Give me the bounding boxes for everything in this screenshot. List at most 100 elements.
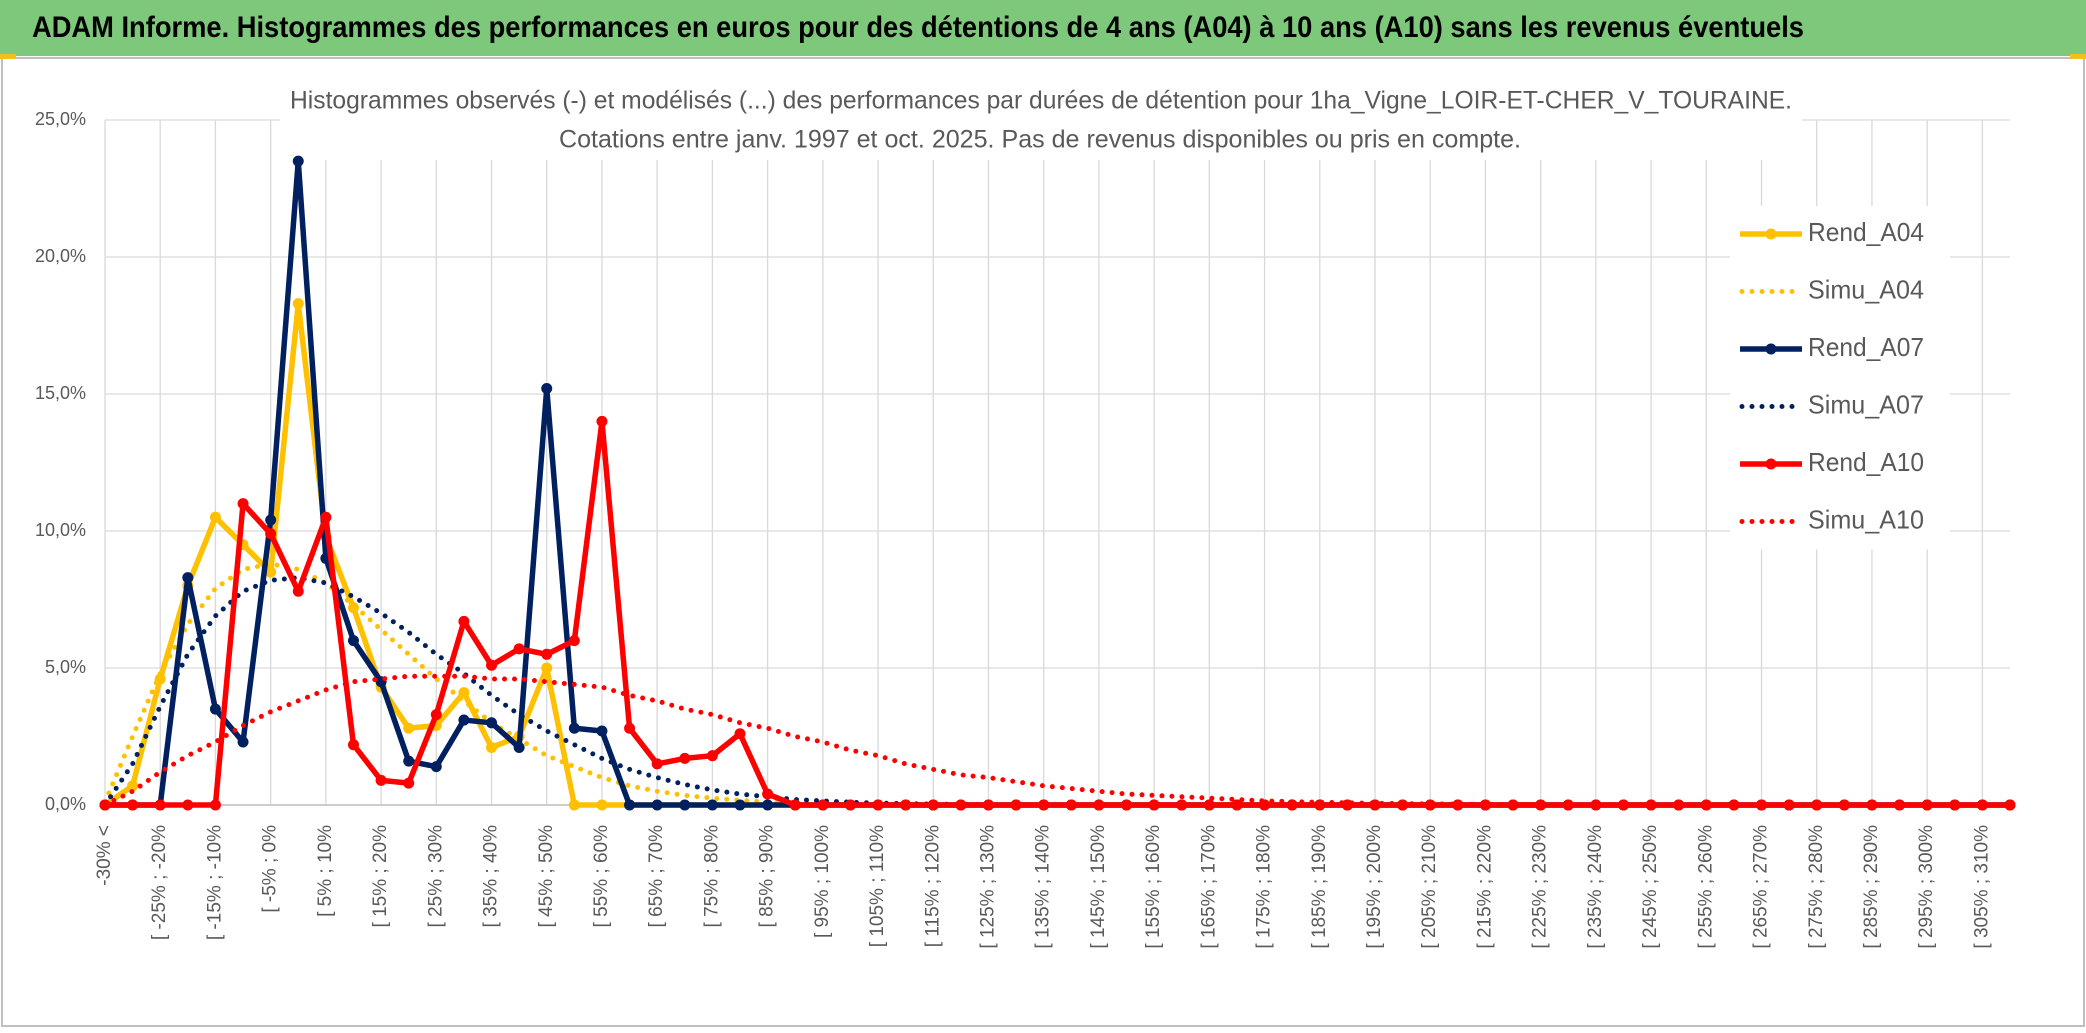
x-tick-label: [ 295% ; 300% bbox=[1916, 825, 1937, 949]
point bbox=[430, 709, 442, 721]
legend-background bbox=[1730, 206, 1950, 550]
x-tick-label: [ 275% ; 280% bbox=[1806, 825, 1827, 949]
x-tick-label: [ 245% ; 250% bbox=[1640, 825, 1661, 949]
legend-marker bbox=[1765, 458, 1777, 470]
point bbox=[1673, 799, 1685, 811]
x-tick-label: [ 75% ; 80% bbox=[701, 825, 722, 928]
point bbox=[1121, 799, 1133, 811]
x-tick-label: [ 5% ; 10% bbox=[315, 825, 336, 917]
point bbox=[458, 687, 470, 699]
header-title: ADAM Informe. Histogrammes des performan… bbox=[32, 11, 1804, 44]
x-tick-label: [ 235% ; 240% bbox=[1585, 825, 1606, 949]
point bbox=[651, 758, 663, 770]
point bbox=[844, 799, 856, 811]
point bbox=[541, 383, 553, 395]
point bbox=[209, 799, 221, 811]
point bbox=[541, 662, 553, 674]
point bbox=[955, 799, 967, 811]
point bbox=[1562, 799, 1574, 811]
point bbox=[1838, 799, 1850, 811]
point bbox=[651, 799, 663, 811]
point bbox=[182, 572, 194, 584]
legend-label: Rend_A07 bbox=[1808, 332, 1924, 362]
point bbox=[265, 514, 277, 526]
legend-label: Rend_A10 bbox=[1808, 447, 1924, 477]
point bbox=[706, 799, 718, 811]
legend-label: Simu_A07 bbox=[1808, 389, 1924, 419]
point bbox=[403, 755, 415, 767]
point bbox=[1065, 799, 1077, 811]
y-tick-label: 20,0% bbox=[35, 246, 86, 266]
y-tick-label: 10,0% bbox=[35, 520, 86, 540]
legend-label: Simu_A04 bbox=[1808, 274, 1924, 304]
point bbox=[1921, 799, 1933, 811]
x-tick-label: [ 115% ; 120% bbox=[922, 825, 943, 947]
legend-label: Rend_A04 bbox=[1808, 217, 1924, 247]
x-tick-label: [ 105% ; 110% bbox=[867, 825, 888, 947]
x-tick-label: [ 145% ; 150% bbox=[1088, 825, 1109, 949]
point bbox=[127, 799, 139, 811]
point bbox=[679, 799, 691, 811]
x-tick-label: [ 135% ; 140% bbox=[1033, 825, 1054, 949]
point bbox=[734, 728, 746, 740]
point bbox=[209, 511, 221, 523]
point bbox=[237, 736, 249, 748]
point bbox=[596, 415, 608, 427]
point bbox=[679, 752, 691, 764]
header-bar bbox=[0, 0, 2086, 56]
point bbox=[1093, 799, 1105, 811]
x-tick-label: [ 155% ; 160% bbox=[1143, 825, 1164, 949]
x-tick-label: [ 195% ; 200% bbox=[1364, 825, 1385, 949]
x-tick-label: [ 305% ; 310% bbox=[1971, 825, 1992, 949]
point bbox=[237, 498, 249, 510]
x-tick-label: [ 175% ; 180% bbox=[1254, 825, 1275, 949]
y-tick-label: 0,0% bbox=[45, 794, 86, 814]
point bbox=[486, 659, 498, 671]
point bbox=[734, 799, 746, 811]
point bbox=[292, 155, 304, 167]
point bbox=[127, 780, 139, 792]
x-tick-label: [ 165% ; 170% bbox=[1198, 825, 1219, 949]
point bbox=[568, 635, 580, 647]
point bbox=[596, 799, 608, 811]
x-tick-label: [ -15% ; -10% bbox=[204, 825, 225, 940]
point bbox=[265, 566, 277, 578]
x-tick-label: [ 45% ; 50% bbox=[536, 825, 557, 928]
point bbox=[458, 615, 470, 627]
point bbox=[1783, 799, 1795, 811]
point bbox=[624, 799, 636, 811]
x-tick-label: [ 285% ; 290% bbox=[1861, 825, 1882, 949]
point bbox=[624, 722, 636, 734]
x-tick-label: [ 15% ; 20% bbox=[370, 825, 391, 928]
x-tick-label: [ 125% ; 130% bbox=[977, 825, 998, 949]
x-tick-label: [ 185% ; 190% bbox=[1309, 825, 1330, 949]
point bbox=[872, 799, 884, 811]
point bbox=[403, 777, 415, 789]
legend-marker bbox=[1765, 343, 1777, 355]
point bbox=[1231, 799, 1243, 811]
x-tick-label: [ 35% ; 40% bbox=[481, 825, 502, 928]
point bbox=[982, 799, 994, 811]
x-tick-label: [ 215% ; 220% bbox=[1474, 825, 1495, 949]
x-tick-label: [ -5% ; 0% bbox=[260, 825, 281, 913]
point bbox=[1176, 799, 1188, 811]
point bbox=[513, 741, 525, 753]
point bbox=[541, 648, 553, 660]
corner bbox=[2070, 54, 2086, 59]
chart-frame bbox=[1, 57, 2085, 1027]
point bbox=[347, 739, 359, 751]
point bbox=[568, 722, 580, 734]
x-tick-label: [ 65% ; 70% bbox=[646, 825, 667, 928]
legend-marker bbox=[1765, 228, 1777, 240]
point bbox=[1700, 799, 1712, 811]
point bbox=[900, 799, 912, 811]
point bbox=[486, 741, 498, 753]
point bbox=[2004, 799, 2016, 811]
point bbox=[762, 799, 774, 811]
point bbox=[1811, 799, 1823, 811]
point bbox=[1010, 799, 1022, 811]
point bbox=[762, 788, 774, 800]
point bbox=[1590, 799, 1602, 811]
point bbox=[1148, 799, 1160, 811]
